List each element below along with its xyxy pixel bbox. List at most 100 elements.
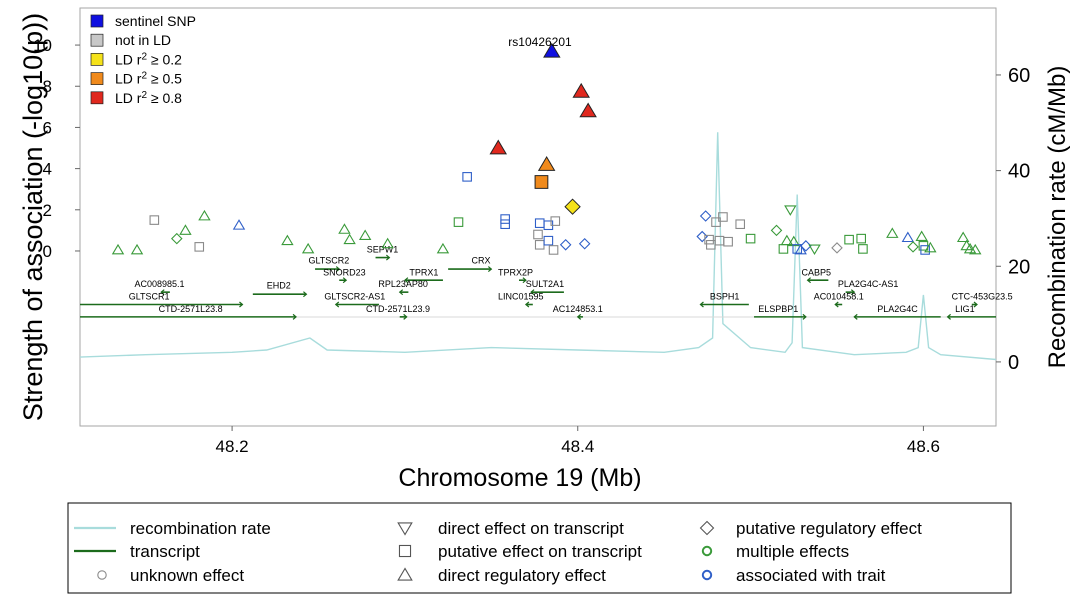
transcript-label: CTD-2571L23.8	[159, 304, 223, 314]
x-tick-label: 48.4	[561, 437, 594, 456]
data-point	[778, 244, 789, 254]
data-point	[723, 236, 733, 247]
data-point	[436, 242, 450, 254]
transcript-label: AC124853.1	[553, 304, 603, 314]
ld-legend-swatch	[90, 91, 104, 105]
transcript-arrow	[802, 313, 807, 320]
transcript-arrow	[522, 277, 527, 284]
y2-tick-label: 0	[1008, 352, 1019, 374]
data-point	[559, 239, 572, 251]
data-point	[111, 243, 125, 255]
legend-shape-symbol	[699, 520, 715, 536]
transcript-label: TPRX2P	[498, 267, 533, 277]
transcript-arrow	[335, 266, 341, 273]
transcript-label: SEPW1	[367, 245, 399, 255]
data-point	[548, 245, 559, 255]
transcript-arrow	[834, 301, 839, 308]
ld-legend-swatch	[90, 53, 104, 66]
legend-circle-symbol	[701, 569, 713, 581]
ld-legend-swatch	[90, 14, 104, 28]
data-point	[711, 217, 721, 227]
legend-shape-symbol	[397, 567, 413, 581]
transcript-arrow	[303, 291, 308, 298]
data-point	[198, 209, 211, 221]
data-point	[704, 234, 714, 245]
x-axis-label: Chromosome 19 (Mb)	[398, 464, 641, 492]
data-point	[489, 139, 507, 155]
transcript-label: GLTSCR1	[129, 292, 170, 302]
legend-label: putative regulatory effect	[736, 519, 922, 538]
transcript-arrow	[487, 266, 493, 273]
legend-label: recombination rate	[130, 519, 271, 538]
data-point	[578, 237, 591, 250]
transcript-arrow	[334, 301, 340, 308]
transcript-label: RPL23AP80	[378, 279, 428, 289]
transcript-label: EHD2	[267, 280, 291, 290]
ld-legend-label: LD r2 ≥ 0.2	[115, 51, 182, 67]
transcript-label: GLTSCR2	[308, 256, 349, 266]
y-tick-label: 6	[43, 118, 52, 137]
transcript-arrow	[342, 277, 348, 284]
transcript-label: TPRX1	[409, 267, 438, 277]
data-point	[462, 172, 472, 182]
y-tick-label: 10	[33, 36, 52, 55]
transcript-arrow	[973, 301, 978, 308]
transcript-label: AC010458.1	[814, 292, 864, 302]
recombination-layer	[79, 132, 997, 361]
data-point	[800, 240, 812, 252]
data-point	[924, 241, 937, 253]
y-tick-label: 4	[43, 160, 52, 179]
transcript-arrow	[239, 301, 244, 308]
ld-legend-swatch	[90, 33, 104, 47]
legend-circle-symbol	[701, 545, 713, 557]
data-point	[886, 227, 899, 238]
y2-tick-label: 40	[1008, 161, 1030, 183]
transcript-label: LIG1	[955, 304, 975, 314]
transcript-label: PLA2G4C-AS1	[838, 279, 899, 289]
data-point	[171, 232, 183, 245]
plot-frame	[79, 7, 997, 427]
data-point	[808, 244, 821, 255]
legend-label: transcript	[130, 542, 200, 561]
data-point	[915, 230, 928, 242]
data-point	[358, 229, 372, 240]
data-point	[534, 218, 545, 228]
legend-label: direct regulatory effect	[438, 566, 606, 585]
transcript-label: CRX	[471, 256, 490, 266]
data-point	[770, 224, 783, 237]
y-tick-label: 2	[43, 201, 52, 220]
transcript-arrow	[806, 277, 811, 284]
data-point	[969, 243, 982, 255]
ld-legend-label: sentinel SNP	[115, 13, 196, 29]
y-tick-label: 8	[43, 77, 52, 96]
ld-legend-label: not in LD	[115, 32, 171, 48]
transcript-arrow	[385, 254, 391, 261]
axes-layer: 0 2 4 6 8 10 0 20 40 60 48.2 48.4 48.6	[33, 36, 1030, 456]
y-axis-label: Strength of association (-log10(p))	[18, 13, 48, 421]
data-point	[920, 245, 930, 255]
legend-circle-symbol	[97, 570, 107, 580]
data-point	[699, 210, 712, 222]
x-tick-label: 48.6	[907, 437, 940, 456]
data-point	[780, 234, 794, 246]
points-layer	[111, 42, 982, 255]
ld-legend-label: LD r2 ≥ 0.8	[115, 90, 182, 106]
transcript-arrow	[398, 289, 404, 296]
transcript-label: LINC01595	[498, 292, 544, 302]
data-point	[381, 237, 394, 249]
data-point	[792, 244, 803, 254]
data-point	[714, 235, 725, 246]
data-point	[500, 214, 510, 224]
data-point	[844, 234, 854, 245]
legend-label: putative effect on transcript	[438, 542, 642, 561]
data-point	[787, 235, 801, 247]
transcript-label: CABP5	[801, 267, 831, 277]
transcript-label: CTD-2571L23.9	[366, 304, 430, 314]
transcript-arrow	[530, 289, 535, 296]
data-point	[901, 231, 915, 243]
data-point	[572, 82, 590, 98]
effect-legend-box	[67, 502, 1012, 594]
legend-label: unknown effect	[130, 566, 244, 585]
